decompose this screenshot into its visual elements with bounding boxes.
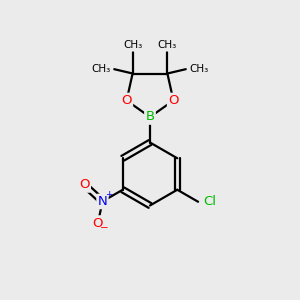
Text: Cl: Cl	[203, 195, 217, 208]
Text: CH₃: CH₃	[92, 64, 111, 74]
Text: +: +	[105, 190, 113, 199]
Text: O: O	[121, 94, 132, 107]
Text: −: −	[100, 224, 109, 233]
Text: B: B	[146, 110, 154, 124]
Text: O: O	[168, 94, 179, 107]
Text: CH₃: CH₃	[158, 40, 177, 50]
Text: O: O	[93, 217, 103, 230]
Text: CH₃: CH₃	[189, 64, 208, 74]
Text: CH₃: CH₃	[123, 40, 142, 50]
Text: N: N	[98, 195, 107, 208]
Text: O: O	[79, 178, 90, 191]
